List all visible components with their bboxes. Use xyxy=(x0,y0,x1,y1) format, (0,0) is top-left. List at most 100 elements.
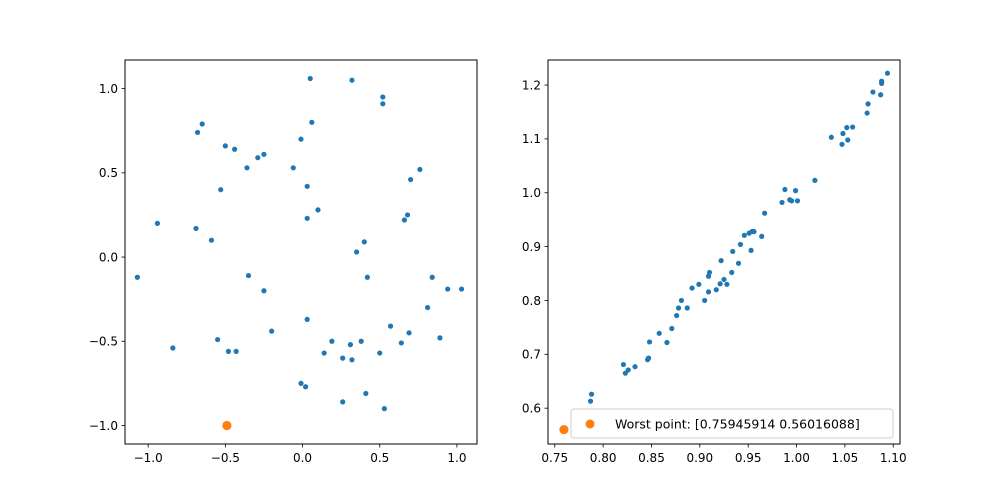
left-series-0-point-17 xyxy=(218,187,224,193)
right-series-0-point-42 xyxy=(792,188,799,194)
right-xtick-label-2: 0.85 xyxy=(638,451,665,465)
right-series-0-point-28 xyxy=(730,248,736,255)
right-y-axis: 0.6 0.7 0.8 0.9 1.0 1.1 1.2 xyxy=(522,78,548,415)
right-series-0-point-39 xyxy=(782,186,788,193)
right-series-0-point-38 xyxy=(779,199,785,206)
left-xtick-label-0: −1.0 xyxy=(134,451,163,465)
right-series-0-point-45 xyxy=(828,134,834,140)
left-plot-frame xyxy=(124,59,478,445)
right-series-0-point-12 xyxy=(674,312,680,319)
right-xtick-label-5: 1.00 xyxy=(783,451,810,465)
right-ytick-label-5: 1.1 xyxy=(522,132,541,146)
legend-box xyxy=(570,408,894,439)
right-series-0-point-49 xyxy=(844,124,850,131)
right-x-axis: 0.75 0.80 0.85 0.90 0.95 1.00 1.05 1.10 xyxy=(541,444,907,465)
left-series-0-point-39 xyxy=(170,345,176,351)
left-series-0-point-26 xyxy=(353,249,360,255)
right-series-0-point-54 xyxy=(878,92,884,98)
left-series-0-point-30 xyxy=(429,274,435,280)
right-series-0-point-23 xyxy=(717,281,723,287)
right-series-0-point-10 xyxy=(664,339,670,346)
left-series-0-point-38 xyxy=(406,330,412,336)
right-series-0-point-34 xyxy=(751,228,757,235)
right-series-0-point-48 xyxy=(845,137,851,143)
left-xtick-label-3: 0.5 xyxy=(370,451,389,465)
right-series-0-point-43 xyxy=(794,198,801,204)
right-series-0-point-41 xyxy=(789,198,795,204)
right-ytick-label-2: 0.8 xyxy=(522,294,541,308)
right-series-0-point-7 xyxy=(645,355,652,361)
right-series-0-point-29 xyxy=(735,260,742,266)
left-xtick-label-4: 1.0 xyxy=(447,451,466,465)
right-series-0-point-31 xyxy=(741,232,747,238)
right-series-0-point-25 xyxy=(721,276,727,283)
left-series-0-point-18 xyxy=(315,207,321,213)
right-series-0-point-13 xyxy=(675,305,682,311)
right-series-0-point-8 xyxy=(646,339,653,345)
right-series-0-point-56 xyxy=(879,78,885,84)
left-series-0-point-56 xyxy=(381,406,387,412)
right-series-0-point-1 xyxy=(588,391,595,397)
legend: Worst point: [0.75945914 0.56016088] xyxy=(570,408,894,439)
left-series-0-point-10 xyxy=(261,151,267,157)
left-ytick-label-0: −1.0 xyxy=(89,419,118,433)
left-xtick-label-1: −0.5 xyxy=(211,451,240,465)
left-series-0-point-4 xyxy=(309,119,315,125)
right-series-0-point-24 xyxy=(718,258,724,264)
left-series-0-point-12 xyxy=(244,165,250,171)
right-series-0-point-36 xyxy=(759,233,765,239)
right-series-0-point-15 xyxy=(684,305,690,311)
left-series-0-point-47 xyxy=(233,348,239,354)
left-series-0-point-51 xyxy=(349,357,355,363)
left-series-0-point-20 xyxy=(401,217,408,223)
left-series-0-point-25 xyxy=(361,239,367,245)
left-series-0-point-45 xyxy=(398,340,404,346)
right-xtick-label-3: 0.90 xyxy=(686,451,713,465)
right-xtick-label-0: 0.75 xyxy=(541,451,568,465)
right-series-0-point-5 xyxy=(632,364,638,370)
right-xtick-label-6: 1.05 xyxy=(832,451,859,465)
left-series-0-point-52 xyxy=(298,380,304,386)
right-series-0-point-18 xyxy=(702,297,708,304)
left-series-0-point-48 xyxy=(321,350,327,356)
left-series-0-point-33 xyxy=(261,288,267,294)
right-series-0-point-26 xyxy=(724,281,730,287)
left-series-0-point-1 xyxy=(349,77,355,83)
left-series-0-point-55 xyxy=(340,399,346,405)
right-xtick-label-4: 0.95 xyxy=(735,451,762,465)
right-scatter-plot: 0.75 0.80 0.85 0.90 0.95 1.00 1.05 1.10 0.60.70… xyxy=(522,59,907,465)
right-series-0-point-50 xyxy=(850,124,856,130)
right-series-0-point-44 xyxy=(812,177,818,183)
left-series-0-point-41 xyxy=(329,338,335,344)
right-ytick-label-3: 0.9 xyxy=(522,240,541,254)
right-series-0-point-2 xyxy=(620,361,627,368)
left-series-0-point-34 xyxy=(425,304,431,311)
right-series-0-point-51 xyxy=(864,110,870,116)
left-series-0-point-31 xyxy=(445,286,451,292)
left-series-0-point-43 xyxy=(437,335,443,341)
legend-marker-worst-point xyxy=(585,419,595,429)
left-y-axis: −1.0 −0.5 0.0 0.5 1.0 xyxy=(89,82,125,433)
left-points-layer xyxy=(134,75,465,431)
right-plot-area xyxy=(548,60,900,444)
left-series-0-point-5 xyxy=(199,121,205,127)
left-series-0-point-21 xyxy=(304,215,310,221)
left-series-0-point-40 xyxy=(215,336,221,343)
right-series-0-point-37 xyxy=(762,210,768,216)
right-series-0-point-57 xyxy=(884,70,891,76)
right-series-0-point-30 xyxy=(737,241,744,248)
right-series-0-point-14 xyxy=(678,297,685,304)
right-ytick-label-4: 1.0 xyxy=(522,186,541,200)
left-series-0-point-27 xyxy=(134,274,140,280)
right-plot-frame xyxy=(547,59,901,445)
left-series-0-point-22 xyxy=(154,220,161,226)
right-ytick-label-0: 0.6 xyxy=(522,401,541,415)
left-series-0-point-6 xyxy=(194,129,201,136)
right-series-0-point-47 xyxy=(840,130,846,137)
right-xtick-label-7: 1.10 xyxy=(880,451,907,465)
left-ytick-label-4: 1.0 xyxy=(99,82,118,96)
left-series-0-point-29 xyxy=(364,274,370,280)
left-series-0-point-19 xyxy=(404,212,411,218)
left-series-0-point-50 xyxy=(340,355,346,361)
left-series-0-point-7 xyxy=(298,136,304,142)
